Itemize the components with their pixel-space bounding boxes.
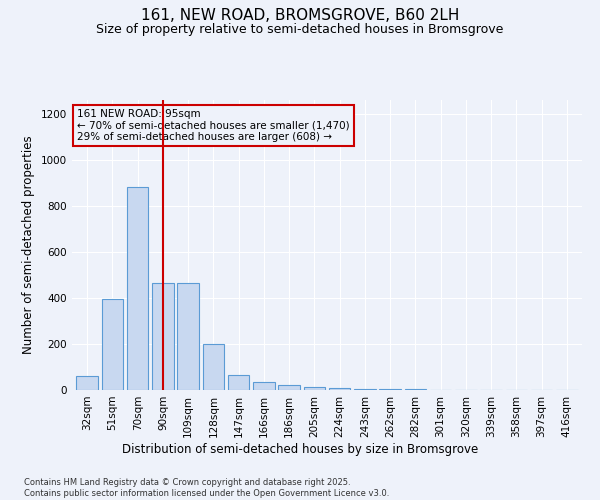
- Text: 161, NEW ROAD, BROMSGROVE, B60 2LH: 161, NEW ROAD, BROMSGROVE, B60 2LH: [141, 8, 459, 22]
- Bar: [152, 283, 173, 390]
- Bar: [379, 389, 401, 390]
- Text: 161 NEW ROAD: 95sqm
← 70% of semi-detached houses are smaller (1,470)
29% of sem: 161 NEW ROAD: 95sqm ← 70% of semi-detach…: [77, 108, 350, 142]
- Bar: [178, 283, 199, 390]
- Bar: [304, 387, 325, 390]
- Bar: [253, 382, 275, 390]
- Bar: [76, 376, 98, 390]
- Y-axis label: Number of semi-detached properties: Number of semi-detached properties: [22, 136, 35, 354]
- Bar: [354, 389, 376, 390]
- Text: Distribution of semi-detached houses by size in Bromsgrove: Distribution of semi-detached houses by …: [122, 442, 478, 456]
- Bar: [228, 375, 250, 390]
- Text: Contains HM Land Registry data © Crown copyright and database right 2025.
Contai: Contains HM Land Registry data © Crown c…: [24, 478, 389, 498]
- Bar: [278, 385, 300, 390]
- Bar: [127, 188, 148, 390]
- Bar: [203, 344, 224, 390]
- Text: Size of property relative to semi-detached houses in Bromsgrove: Size of property relative to semi-detach…: [97, 22, 503, 36]
- Bar: [101, 299, 123, 390]
- Bar: [329, 388, 350, 390]
